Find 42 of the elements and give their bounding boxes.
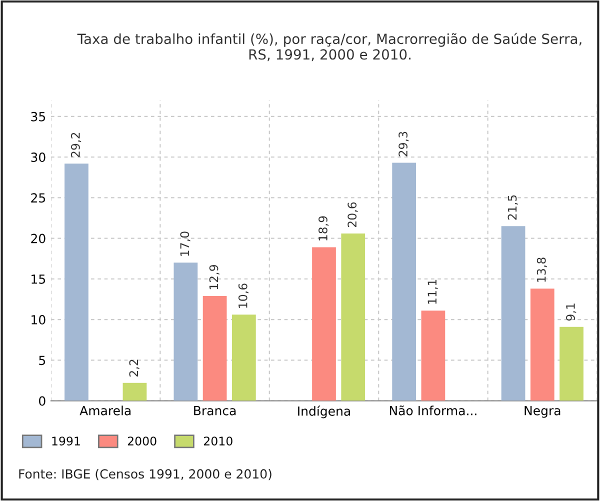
- legend-label: 2000: [128, 436, 156, 446]
- data-label: 21,5: [508, 195, 518, 220]
- data-label: 29,2: [70, 132, 82, 158]
- legend-label: 2010: [204, 436, 232, 446]
- legend-label: 1991: [52, 436, 80, 446]
- data-label: 29,3: [398, 132, 409, 156]
- x-tick-label: Negra: [524, 406, 560, 418]
- bar: [530, 288, 554, 401]
- data-label: 17,0: [180, 232, 190, 256]
- bar: [392, 162, 416, 401]
- x-tick-label: Branca: [194, 406, 236, 416]
- bar: [202, 296, 227, 401]
- bar: [312, 247, 336, 401]
- x-tick-label: Indígena: [298, 406, 350, 418]
- bar: [64, 164, 88, 401]
- source-note: Fonte: IBGE (Censos 1991, 2000 e 2010): [19, 468, 272, 480]
- y-tick-label: 15: [32, 274, 46, 284]
- data-label: 11,1: [428, 280, 438, 304]
- bar: [421, 310, 446, 401]
- data-label: 9,1: [566, 304, 576, 321]
- data-label: 18,9: [318, 216, 329, 240]
- bar: [560, 326, 584, 401]
- bar: [174, 262, 198, 401]
- y-tick-label: 10: [32, 315, 46, 324]
- y-tick-label: 20: [31, 234, 46, 244]
- bar: [232, 314, 256, 401]
- data-label: 10,6: [238, 284, 249, 308]
- bar: [341, 233, 366, 401]
- data-label: 2,2: [129, 360, 140, 377]
- y-tick-label: 0: [39, 396, 46, 406]
- y-tick-label: 25: [31, 193, 46, 203]
- data-label: 13,8: [536, 258, 548, 282]
- x-tick-label: Não Informa...: [390, 405, 476, 416]
- bar: [122, 382, 147, 401]
- data-label: 12,9: [209, 264, 220, 290]
- y-tick-label: 35: [31, 112, 46, 122]
- y-tick-label: 30: [31, 152, 46, 162]
- bar: [501, 226, 526, 401]
- data-label: 20,6: [348, 202, 358, 228]
- chart-title: Taxa de trabalho infantil (%), por raça/cor, Macrorregião de Saúde Serra, RS, 1991, 2000 e 2010.: [77, 32, 582, 62]
- y-tick-label: 5: [39, 356, 46, 366]
- x-tick-label: Amarela: [80, 406, 130, 416]
